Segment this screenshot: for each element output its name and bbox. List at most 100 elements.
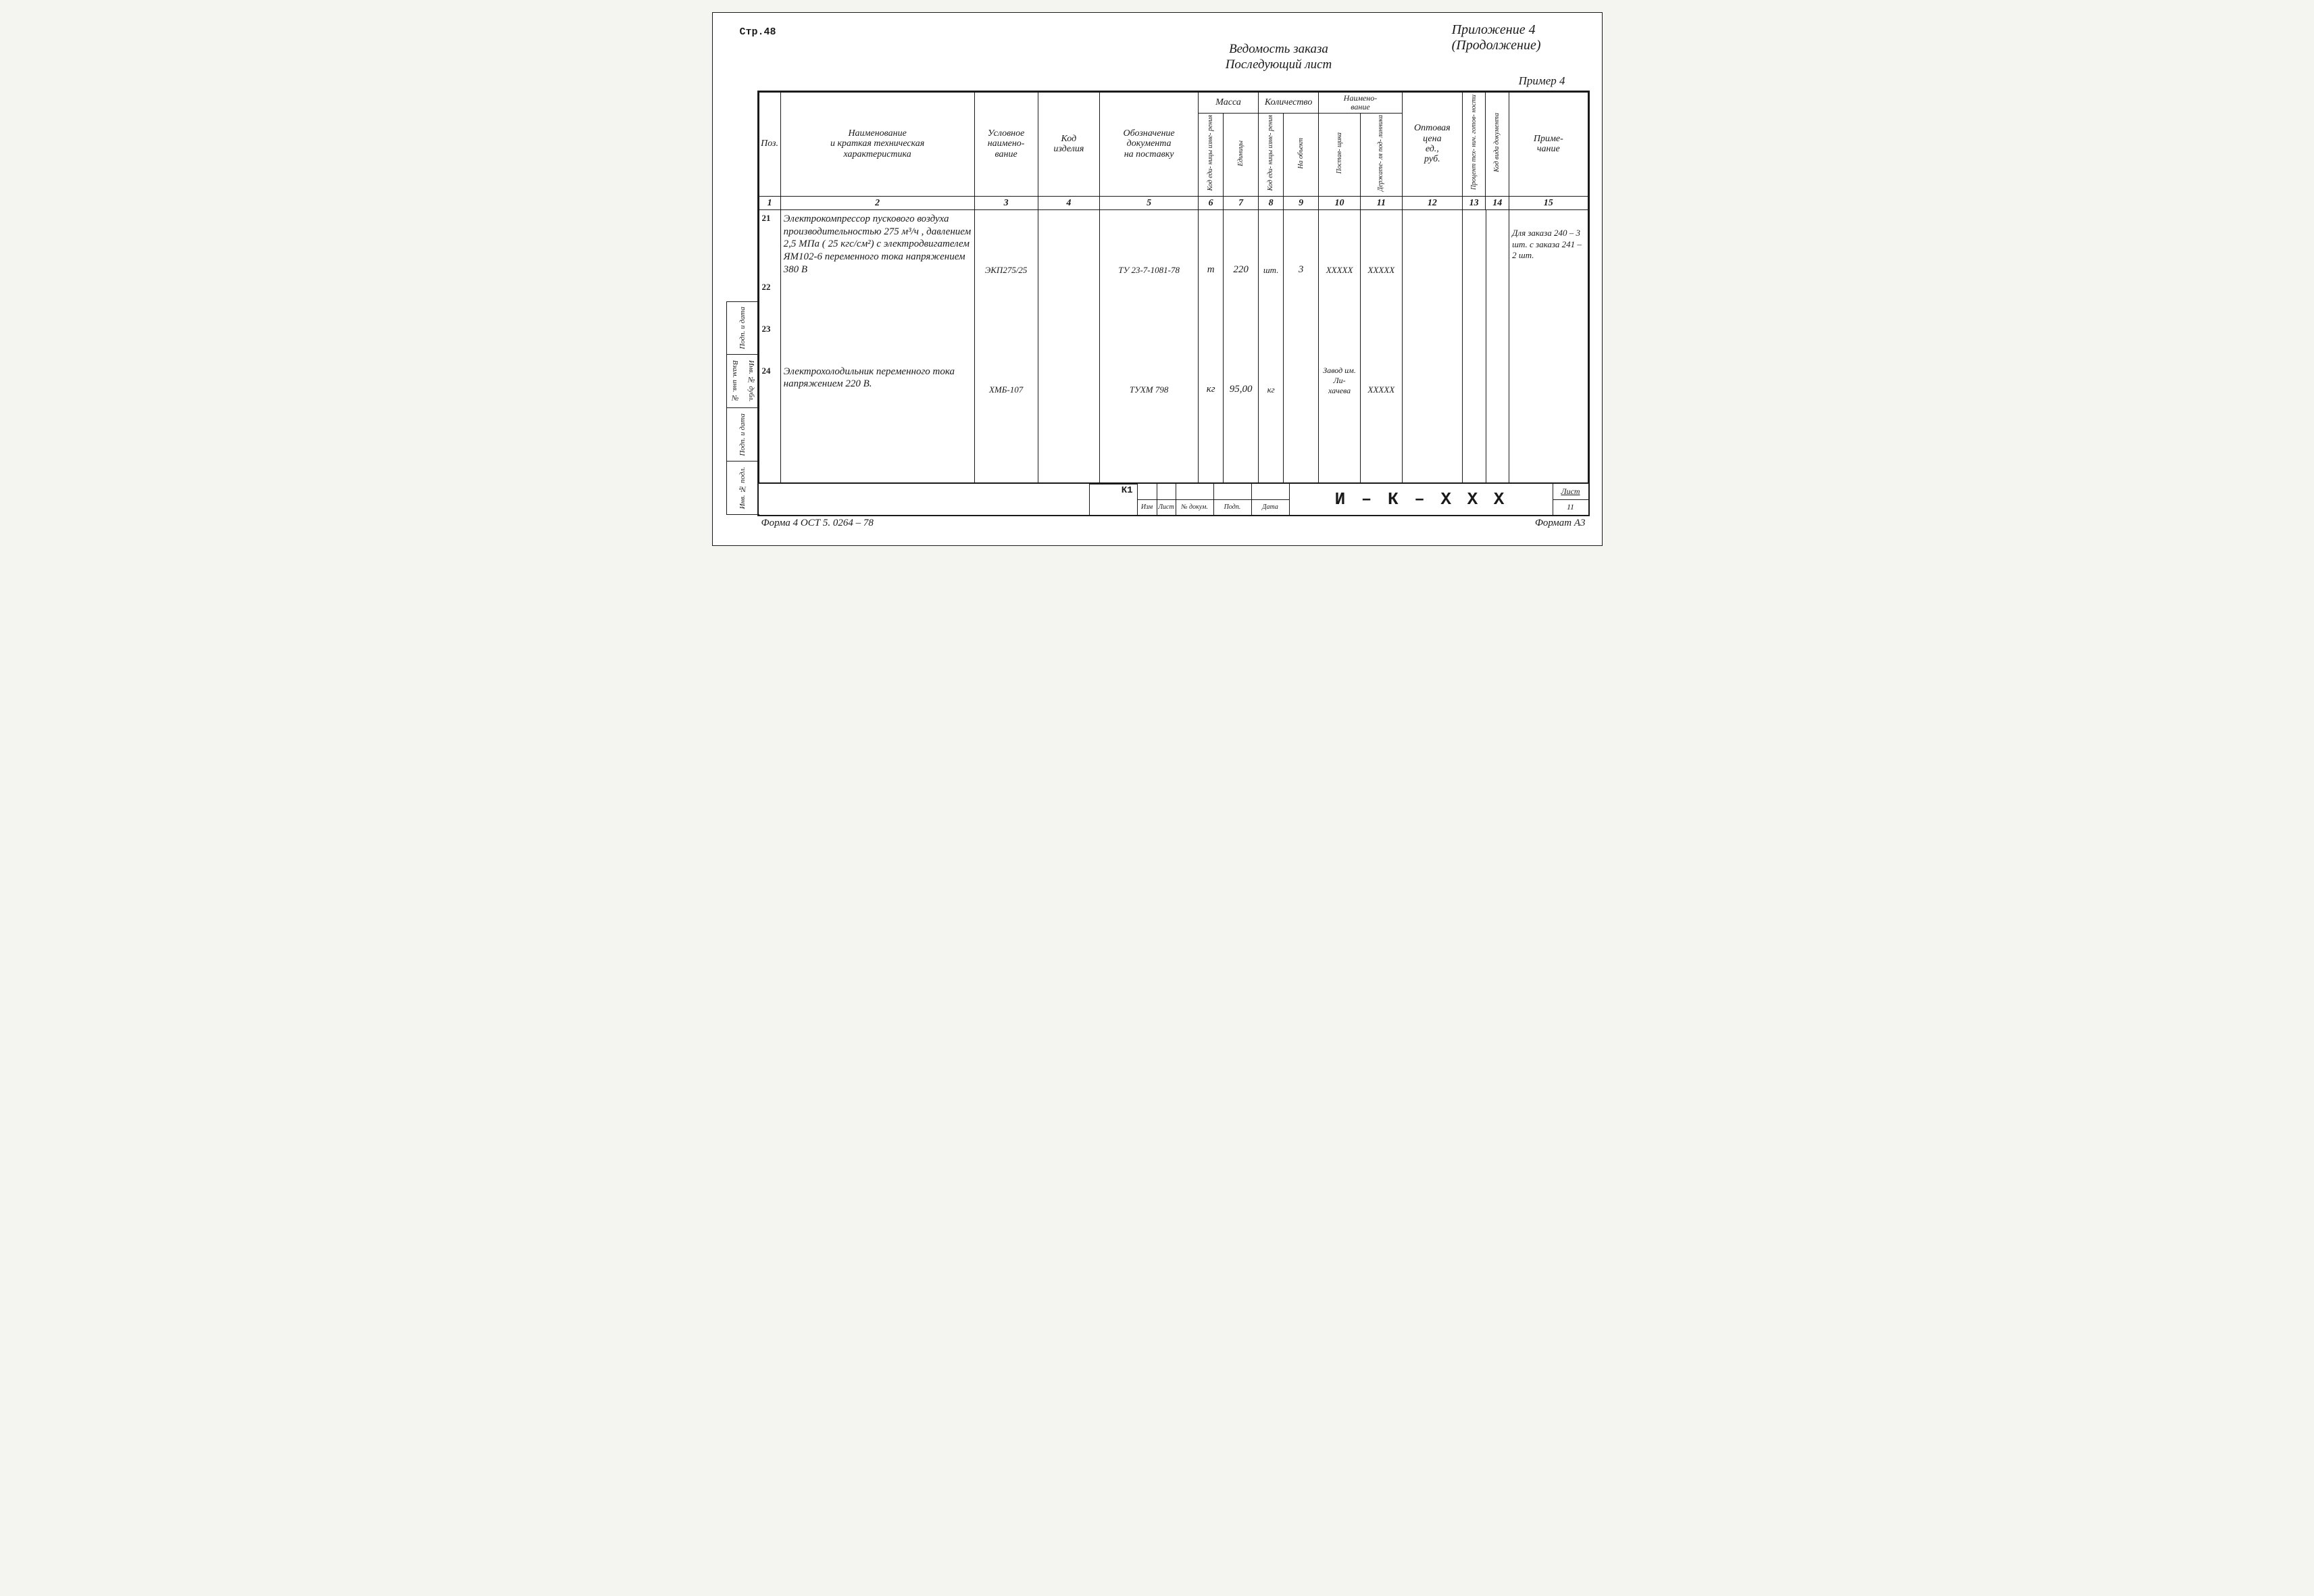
below-frame: Форма 4 ОСТ 5. 0264 – 78 Формат А3 bbox=[757, 516, 1590, 529]
cell-o1: Завод им. Ли- хачева bbox=[1319, 363, 1361, 399]
cell-usl: ХМБ-107 bbox=[974, 363, 1038, 399]
hdr-p1: Процент тех- нич. готов- ности bbox=[1462, 92, 1486, 196]
colnum: 2 bbox=[780, 196, 974, 209]
cell-p2 bbox=[1486, 363, 1509, 399]
hdr-doc: Обозначение документа на поставку bbox=[1100, 92, 1199, 196]
hdr-m2: Единицы bbox=[1224, 113, 1259, 196]
cell-m1: кг bbox=[1199, 363, 1224, 399]
hdr-note: Приме- чание bbox=[1509, 92, 1588, 196]
cell-note bbox=[1509, 363, 1588, 399]
cell-m2: 95,00 bbox=[1224, 363, 1259, 399]
hdr-pos: Поз. bbox=[759, 92, 780, 196]
binding-cell: Подп. и дата bbox=[739, 414, 747, 456]
cell-o2: ХХХХХ bbox=[1360, 363, 1402, 399]
colnum: 8 bbox=[1259, 196, 1284, 209]
cell-name: Электрокомпрессор пускового воздуха прои… bbox=[780, 210, 974, 279]
colnum: 13 bbox=[1462, 196, 1486, 209]
cell-p1 bbox=[1462, 210, 1486, 279]
cell-q1: шт. bbox=[1259, 210, 1284, 279]
revision-grid: Изм Лист № докум. Подп. Дата bbox=[1138, 484, 1290, 515]
rev-lbl: Лист bbox=[1157, 499, 1176, 515]
column-numbers-row: 1 2 3 4 5 6 7 8 9 10 11 12 13 14 15 bbox=[759, 196, 1588, 209]
cell-price bbox=[1402, 363, 1462, 399]
table-row: 24 Электрохолодильник переменного тока н… bbox=[759, 363, 1588, 399]
cell-doc: ТУХМ 798 bbox=[1100, 363, 1199, 399]
drawing-sheet: Стр.48 Приложение 4 (Продолжение) Ведомо… bbox=[712, 12, 1603, 546]
cell-pos: 21 bbox=[759, 210, 780, 279]
cell-p1 bbox=[1462, 363, 1486, 399]
sheet-number-block: Лист 11 bbox=[1553, 484, 1588, 515]
colnum: 14 bbox=[1486, 196, 1509, 209]
cell-m2: 220 bbox=[1224, 210, 1259, 279]
appendix-line2: (Продолжение) bbox=[1452, 38, 1541, 53]
cell-doc: ТУ 23-7-1081-78 bbox=[1100, 210, 1199, 279]
hdr-name: Наименование и краткая техническая харак… bbox=[780, 92, 974, 196]
hdr-mass: Масса bbox=[1199, 92, 1259, 113]
cell-pos: 23 bbox=[759, 321, 780, 363]
hdr-o2: Держате- ля под- линника bbox=[1360, 113, 1402, 196]
title-line2: Последующий лист bbox=[968, 57, 1590, 73]
cell-usl: ЭКП275/25 bbox=[974, 210, 1038, 279]
designation: И – К – Х Х Х bbox=[1290, 484, 1553, 515]
table-row: 21 Электрокомпрессор пускового воздуха п… bbox=[759, 210, 1588, 279]
appendix-line1: Приложение 4 bbox=[1452, 22, 1541, 38]
cell-pos: 24 bbox=[759, 363, 780, 399]
hdr-price: Оптовая цена ед., руб. bbox=[1402, 92, 1462, 196]
hdr-kod: Код изделия bbox=[1038, 92, 1100, 196]
colnum: 6 bbox=[1199, 196, 1224, 209]
table-row bbox=[759, 441, 1588, 482]
hdr-qty: Количество bbox=[1259, 92, 1319, 113]
colnum: 15 bbox=[1509, 196, 1588, 209]
binding-cell: Инв. № дубл. bbox=[747, 360, 755, 402]
hdr-q2: На объект bbox=[1284, 113, 1319, 196]
colnum: 7 bbox=[1224, 196, 1259, 209]
list-label: Лист bbox=[1553, 484, 1588, 499]
colnum: 3 bbox=[974, 196, 1038, 209]
cell-price bbox=[1402, 210, 1462, 279]
header-table: Поз. Наименование и краткая техническая … bbox=[759, 92, 1588, 210]
cell-q2: 3 bbox=[1284, 210, 1319, 279]
hdr-p2: Код вида документа bbox=[1486, 92, 1509, 196]
cell-pos: 22 bbox=[759, 279, 780, 321]
form-reference: Форма 4 ОСТ 5. 0264 – 78 bbox=[761, 518, 874, 529]
rev-lbl: Подп. bbox=[1213, 499, 1251, 515]
colnum: 12 bbox=[1402, 196, 1462, 209]
cell-m1: т bbox=[1199, 210, 1224, 279]
hdr-usl: Условное наимено- вание bbox=[974, 92, 1038, 196]
body-table: 21 Электрокомпрессор пускового воздуха п… bbox=[759, 210, 1588, 482]
cell-kod bbox=[1038, 363, 1100, 399]
colnum: 4 bbox=[1038, 196, 1100, 209]
colnum: 9 bbox=[1284, 196, 1319, 209]
cell-o1: ХХХХХ bbox=[1319, 210, 1361, 279]
cell-kod bbox=[1038, 210, 1100, 279]
cell-q2 bbox=[1284, 363, 1319, 399]
foot-left: К1 bbox=[759, 484, 1138, 515]
binding-cell: Подп. и дата bbox=[739, 307, 747, 349]
hdr-org: Наимено- вание bbox=[1319, 92, 1403, 113]
cell-q1: кг bbox=[1259, 363, 1284, 399]
binding-margin: Подп. и дата Взам. инв. № Инв. № дубл. П… bbox=[726, 301, 759, 515]
k1-label: К1 bbox=[1122, 485, 1133, 496]
cell-p2 bbox=[1486, 210, 1509, 279]
table-row bbox=[759, 399, 1588, 441]
cell-o2: ХХХХХ bbox=[1360, 210, 1402, 279]
rev-lbl: Изм bbox=[1138, 499, 1157, 515]
rev-lbl: Дата bbox=[1251, 499, 1289, 515]
colnum: 5 bbox=[1100, 196, 1199, 209]
colnum: 10 bbox=[1319, 196, 1361, 209]
hdr-o1: Постав- щика bbox=[1319, 113, 1361, 196]
list-number: 11 bbox=[1553, 499, 1588, 515]
colnum: 1 bbox=[759, 196, 780, 209]
appendix-label: Приложение 4 (Продолжение) bbox=[1452, 22, 1541, 53]
table-row: 22 bbox=[759, 279, 1588, 321]
binding-cell: Взам. инв. № bbox=[731, 360, 738, 402]
format-label: Формат А3 bbox=[1535, 518, 1586, 529]
hdr-q1: Код еди- ницы изме- рения bbox=[1259, 113, 1284, 196]
hdr-m1: Код еди- ницы изме- рения bbox=[1199, 113, 1224, 196]
rev-lbl: № докум. bbox=[1176, 499, 1213, 515]
example-label: Пример 4 bbox=[725, 74, 1565, 88]
binding-cell: Инв. № подл. bbox=[739, 467, 747, 509]
title-block: К1 Изм Лист № докум. Подп. Дата И – К – … bbox=[759, 482, 1588, 515]
cell-note: Для заказа 240 – 3 шт. с заказа 241 – 2 … bbox=[1509, 210, 1588, 279]
colnum: 11 bbox=[1360, 196, 1402, 209]
